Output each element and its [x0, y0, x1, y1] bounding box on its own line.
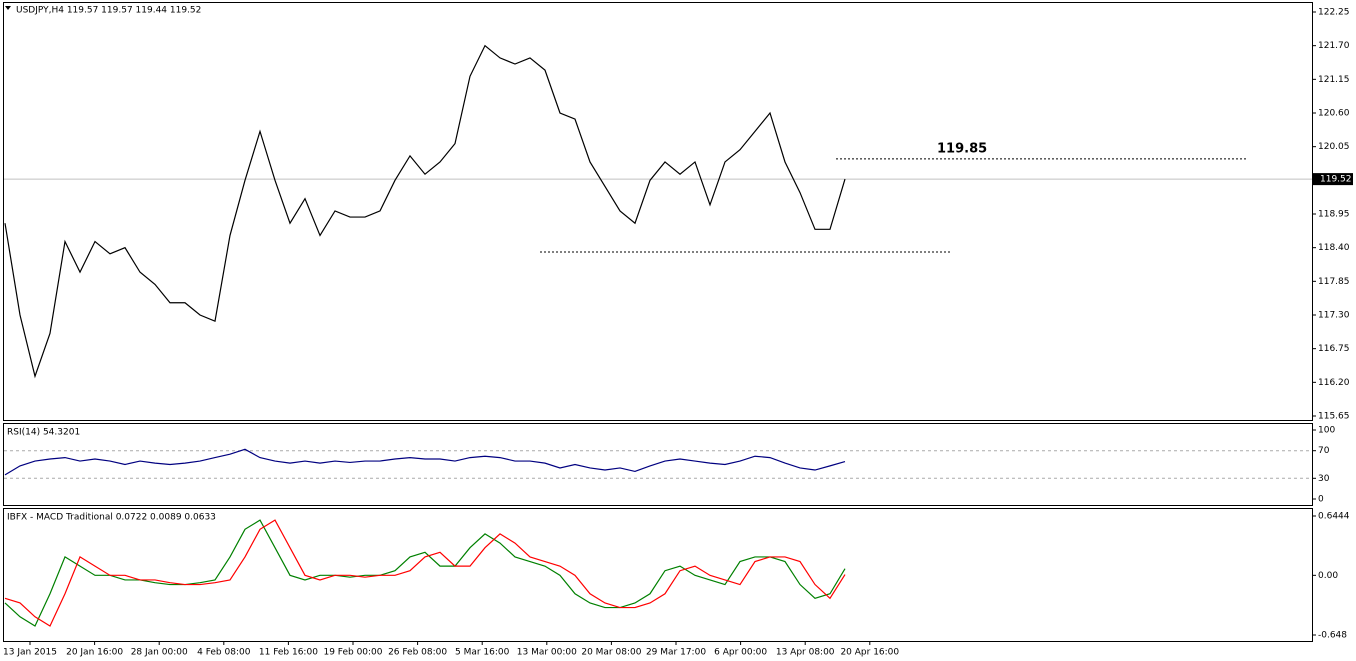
y-tick-label: 120.05	[1318, 142, 1350, 152]
y-tick-label: 116.20	[1318, 378, 1350, 388]
rsi-panel	[3, 423, 1313, 506]
x-tick-label: 6 Apr 00:00	[714, 648, 767, 658]
x-tick-label: 11 Feb 16:00	[259, 648, 318, 658]
indicator-line	[4, 519, 846, 627]
y-tick-label: 117.85	[1318, 277, 1350, 287]
resistance-label: 119.85	[937, 141, 987, 156]
x-tick-label: 19 Feb 00:00	[323, 648, 382, 658]
price-line	[4, 448, 846, 476]
y-tick-label: 0	[1318, 495, 1324, 505]
y-tick-label: -0.648	[1318, 631, 1347, 641]
x-tick-label: 20 Jan 16:00	[66, 648, 123, 658]
y-tick-label: 70	[1318, 446, 1330, 456]
y-tick-label: 0.00	[1318, 571, 1338, 581]
x-tick-label: 13 Jan 2015	[3, 648, 57, 658]
x-tick-label: 29 Mar 17:00	[646, 648, 706, 658]
rsi-title: RSI(14) 54.3201	[7, 428, 80, 438]
current-price-box	[1313, 173, 1353, 186]
y-tick-label: 118.40	[1318, 243, 1350, 253]
x-tick-label: 20 Apr 16:00	[840, 648, 899, 658]
y-tick-label: 118.95	[1318, 210, 1350, 220]
price-title: USDJPY,H4 119.57 119.57 119.44 119.52	[16, 6, 201, 16]
price-panel	[3, 2, 1313, 421]
y-tick-label: 116.75	[1318, 344, 1350, 354]
y-tick-label: 30	[1318, 474, 1330, 484]
x-tick-label: 20 Mar 08:00	[581, 648, 641, 658]
indicator-line	[4, 519, 846, 627]
y-tick-label: 121.15	[1318, 75, 1350, 85]
menu-arrow[interactable]	[5, 6, 11, 10]
y-tick-label: 122.25	[1318, 8, 1350, 18]
x-tick-label: 26 Feb 08:00	[388, 648, 447, 658]
x-tick-label: 13 Mar 00:00	[517, 648, 577, 658]
y-tick-label: 121.70	[1318, 41, 1350, 51]
y-tick-label: 100	[1318, 426, 1335, 436]
x-tick-label: 4 Feb 08:00	[197, 648, 251, 658]
y-tick-label: 117.30	[1318, 311, 1350, 321]
x-tick-label: 5 Mar 16:00	[455, 648, 510, 658]
price-line	[4, 44, 846, 379]
x-tick-label: 13 Apr 08:00	[776, 648, 835, 658]
x-tick-label: 28 Jan 00:00	[131, 648, 188, 658]
y-tick-label: 120.60	[1318, 109, 1350, 119]
y-tick-label: 115.65	[1318, 412, 1350, 422]
macd-panel	[3, 508, 1313, 642]
current-price-label: 119.52	[1320, 175, 1352, 185]
y-tick-label: 0.6444	[1318, 512, 1350, 522]
macd-title: IBFX - MACD Traditional 0.0722 0.0089 0.…	[7, 513, 216, 523]
